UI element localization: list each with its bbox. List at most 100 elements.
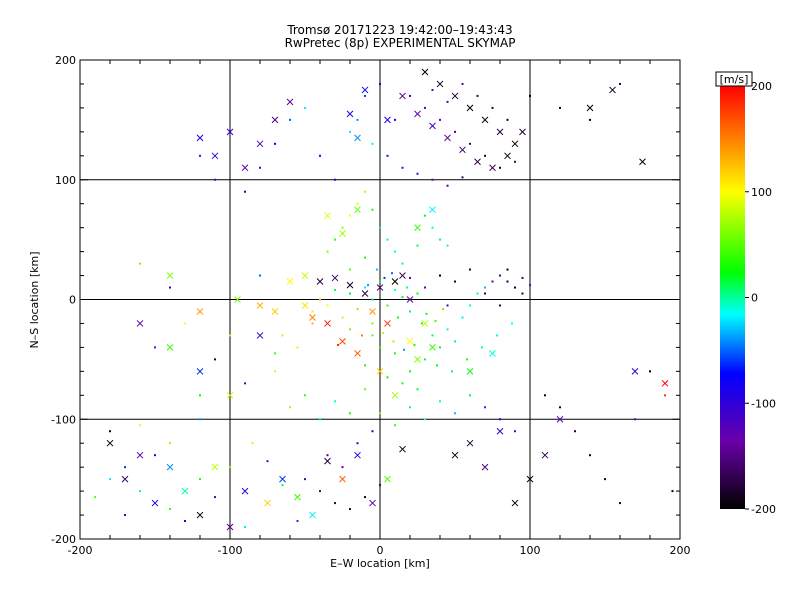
data-point-dot [409,276,411,279]
data-point-cross [391,278,399,285]
data-point-cross [256,140,264,148]
data-point-dot [334,178,336,181]
data-point-dot [364,388,366,391]
data-point-dot [379,226,381,229]
data-point-dot [439,238,441,241]
data-point-dot [364,94,366,97]
data-point-dot [379,484,381,487]
chart-title: Tromsø 20171223 19:42:00–19:43:43 [287,23,513,37]
data-point-cross [511,499,519,507]
data-point-dot [109,430,111,433]
data-point-cross [661,379,669,387]
data-point-dot [521,276,524,279]
data-point-dot [139,424,141,427]
data-point-dot [319,298,321,301]
data-point-dot [229,334,231,337]
data-point-cross [414,356,421,363]
colorbar-ticks: 200 100 0 -100 -200 [745,80,776,516]
data-point-dot [619,502,621,505]
data-point-dot [461,176,464,179]
data-point-dot [454,280,456,283]
data-point-cross [489,164,496,172]
data-point-dot [281,484,284,487]
data-point-cross [346,110,354,118]
data-point-cross [339,338,346,345]
y-tick-label: 200 [55,54,76,67]
data-point-dot [499,304,501,307]
data-point-cross [354,451,361,459]
data-point-dot [259,166,261,169]
data-point-dot [304,478,306,481]
scatter-marks [94,68,674,531]
data-point-dot [484,286,486,289]
data-point-dot [334,400,336,403]
data-point-dot [574,430,576,433]
data-point-dot [356,202,359,205]
data-point-dot [184,322,186,325]
data-point-dot [431,88,434,91]
data-point-dot [337,344,339,347]
data-point-dot [401,166,404,169]
data-point-cross [151,499,159,507]
data-point-dot [356,308,359,311]
data-point-dot [491,280,494,283]
data-point-cross [466,104,474,112]
data-point-cross [489,350,496,357]
data-point-dot [559,106,561,109]
data-point-dot [139,262,141,265]
data-point-cross [361,290,369,297]
data-point-dot [589,118,591,121]
data-point-dot [311,310,314,313]
data-point-dot [334,502,336,505]
data-point-dot [244,382,246,385]
colorbar-tick-label: 200 [751,80,772,93]
data-point-cross [459,146,466,154]
data-point-dot [401,382,404,385]
colorbar-title-box [715,71,753,87]
data-point-dot [397,316,399,319]
data-point-dot [469,394,471,397]
data-point-cross [181,487,189,495]
data-point-dot [229,466,231,469]
data-point-dot [469,142,471,145]
data-point-dot [409,94,411,97]
data-point-dot [664,394,666,397]
data-point-cross [519,128,526,136]
data-point-dot [481,346,483,349]
data-point-cross [309,511,316,519]
data-point-dot [274,142,276,145]
data-point-dot [386,376,389,379]
data-point-cross [541,451,549,459]
data-point-dot [371,142,374,145]
data-point-dot [544,394,546,397]
data-point-cross [271,116,279,124]
data-point-cross [451,451,459,459]
data-point-cross [429,206,436,214]
colorbar-tick-label: -200 [751,503,776,516]
data-point-cross [504,152,511,160]
data-point-dot [514,160,516,163]
data-point-cross [211,152,219,160]
x-tick-label: 200 [670,544,691,557]
data-point-dot [386,304,389,307]
data-point-dot [109,478,111,481]
data-point-dot [274,370,276,373]
data-point-cross [196,308,204,315]
data-point-dot [484,406,486,409]
data-point-dot [469,268,471,271]
data-point-dot [139,490,141,493]
data-point-cross [474,158,481,166]
data-point-cross [234,296,241,303]
data-point-dot [499,166,501,169]
data-point-cross [166,344,174,351]
data-point-dot [382,332,384,335]
chart-subtitle: RwPretec (8p) EXPERIMENTAL SKYMAP [284,36,516,50]
data-point-dot [619,82,621,85]
data-point-dot [506,268,509,271]
data-point-dot [634,418,636,421]
data-point-dot [425,312,428,315]
y-tick-label: 100 [55,174,76,187]
data-point-dot [371,322,374,325]
data-point-dot [289,406,291,409]
data-point-cross [136,320,144,327]
